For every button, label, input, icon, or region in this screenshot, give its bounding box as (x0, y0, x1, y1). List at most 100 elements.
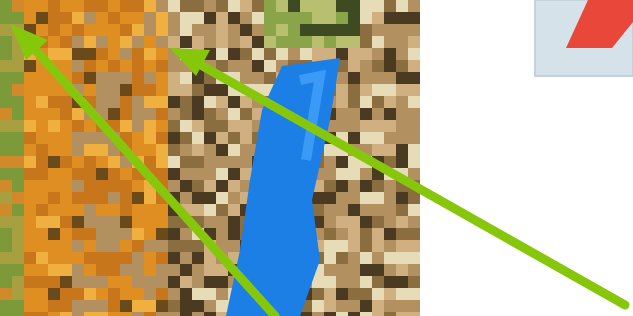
image-pixel (336, 120, 348, 132)
image-pixel (24, 144, 36, 156)
image-pixel (216, 180, 228, 192)
image-pixel (168, 12, 180, 24)
image-pixel (192, 108, 204, 120)
image-pixel (192, 156, 204, 168)
image-pixel (348, 36, 360, 48)
image-pixel (156, 276, 168, 288)
image-pixel (24, 240, 36, 252)
image-pixel (360, 60, 372, 72)
image-pixel (0, 144, 12, 156)
image-pixel (156, 72, 168, 84)
image-pixel (36, 168, 48, 180)
image-pixel (396, 12, 408, 24)
image-pixel (408, 60, 420, 72)
image-pixel (300, 312, 312, 316)
image-pixel (48, 168, 60, 180)
image-pixel (12, 132, 24, 144)
image-pixel (156, 312, 168, 316)
image-pixel (324, 312, 336, 316)
image-pixel (360, 240, 372, 252)
image-pixel (24, 12, 36, 24)
image-pixel (48, 84, 60, 96)
image-pixel (204, 12, 216, 24)
image-pixel (348, 12, 360, 24)
image-pixel (156, 168, 168, 180)
image-pixel (336, 24, 348, 36)
image-pixel (84, 312, 96, 316)
image-pixel (384, 84, 396, 96)
image-pixel (336, 180, 348, 192)
image-pixel (204, 288, 216, 300)
image-pixel (204, 180, 216, 192)
image-pixel (324, 276, 336, 288)
image-pixel (108, 240, 120, 252)
image-pixel (204, 132, 216, 144)
image-pixel (348, 72, 360, 84)
image-pixel (372, 288, 384, 300)
image-pixel (348, 96, 360, 108)
image-pixel (288, 48, 300, 60)
image-pixel (24, 312, 36, 316)
image-pixel (324, 252, 336, 264)
image-pixel (84, 84, 96, 96)
image-pixel (396, 84, 408, 96)
image-pixel (48, 252, 60, 264)
image-pixel (240, 24, 252, 36)
image-pixel (0, 276, 12, 288)
image-pixel (324, 12, 336, 24)
image-pixel (48, 288, 60, 300)
image-pixel (216, 48, 228, 60)
image-pixel (336, 84, 348, 96)
image-pixel (216, 204, 228, 216)
image-pixel (192, 180, 204, 192)
image-pixel (192, 264, 204, 276)
image-pixel (132, 180, 144, 192)
image-pixel (408, 72, 420, 84)
image-pixel (396, 0, 408, 12)
image-pixel (132, 96, 144, 108)
image-pixel (384, 276, 396, 288)
image-pixel (12, 300, 24, 312)
image-pixel (144, 312, 156, 316)
image-pixel (0, 12, 12, 24)
image-pixel (156, 96, 168, 108)
image-pixel (72, 204, 84, 216)
image-pixel (84, 12, 96, 24)
image-pixel (60, 132, 72, 144)
image-pixel (408, 300, 420, 312)
image-pixel (48, 300, 60, 312)
image-pixel (384, 132, 396, 144)
image-pixel (216, 132, 228, 144)
image-pixel (384, 12, 396, 24)
image-pixel (372, 120, 384, 132)
image-pixel (300, 36, 312, 48)
image-pixel (96, 288, 108, 300)
image-pixel (84, 276, 96, 288)
image-pixel (144, 84, 156, 96)
image-pixel (60, 216, 72, 228)
image-pixel (384, 0, 396, 12)
image-pixel (0, 192, 12, 204)
image-pixel (156, 204, 168, 216)
image-pixel (348, 204, 360, 216)
image-pixel (156, 120, 168, 132)
image-pixel (180, 300, 192, 312)
image-pixel (384, 120, 396, 132)
image-pixel (144, 120, 156, 132)
image-pixel (156, 0, 168, 12)
image-pixel (168, 312, 180, 316)
image-pixel (324, 240, 336, 252)
image-pixel (108, 96, 120, 108)
image-pixel (72, 300, 84, 312)
image-pixel (408, 192, 420, 204)
image-pixel (300, 48, 312, 60)
image-pixel (60, 120, 72, 132)
image-pixel (348, 24, 360, 36)
image-pixel (144, 216, 156, 228)
image-pixel (12, 180, 24, 192)
image-pixel (360, 192, 372, 204)
image-pixel (120, 84, 132, 96)
image-pixel (120, 228, 132, 240)
image-pixel (216, 120, 228, 132)
image-pixel (84, 36, 96, 48)
